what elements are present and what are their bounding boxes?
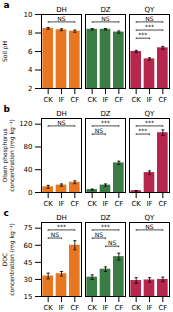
svg-text:6: 6 [28,48,33,56]
svg-text:DH: DH [56,6,67,14]
svg-text:CF: CF [158,96,167,104]
svg-text:NS: NS [145,223,153,230]
svg-text:8: 8 [28,29,32,37]
svg-text:2: 2 [28,85,32,93]
svg-text:***: *** [101,119,110,126]
svg-text:***: *** [145,119,154,126]
svg-text:DH: DH [56,214,67,222]
svg-text:IF: IF [102,304,108,312]
svg-text:CK: CK [131,304,141,312]
svg-text:DZ: DZ [100,110,110,118]
svg-text:***: *** [101,223,110,230]
svg-text:NS: NS [57,15,65,22]
svg-text:QY: QY [145,6,156,14]
svg-text:b: b [4,104,11,114]
svg-text:40: 40 [24,166,33,174]
svg-text:DH: DH [56,110,67,118]
svg-text:IF: IF [58,304,64,312]
svg-text:NS: NS [51,231,59,238]
svg-text:CF: CF [70,96,79,104]
svg-text:QY: QY [145,214,156,222]
svg-text:NS: NS [101,15,109,22]
svg-text:CF: CF [158,200,167,208]
svg-text:***: *** [138,31,147,38]
svg-text:CF: CF [114,96,123,104]
svg-text:NS: NS [108,239,116,246]
svg-text:CF: CF [114,200,123,208]
svg-text:0: 0 [28,189,32,197]
svg-text:IF: IF [146,96,152,104]
svg-text:IF: IF [102,200,108,208]
svg-text:***: *** [138,127,147,134]
svg-text:CK: CK [131,200,141,208]
svg-text:CF: CF [70,304,79,312]
svg-text:CK: CK [87,96,97,104]
svg-text:30: 30 [24,276,33,284]
svg-text:***: *** [145,23,154,30]
svg-text:120: 120 [19,120,32,128]
svg-text:CK: CK [43,304,53,312]
svg-text:NS: NS [57,119,65,126]
svg-text:15: 15 [24,293,33,301]
svg-text:IF: IF [58,200,64,208]
svg-text:IF: IF [58,96,64,104]
svg-text:DZ: DZ [100,214,110,222]
svg-text:CF: CF [114,304,123,312]
svg-text:CK: CK [43,96,53,104]
svg-text:45: 45 [24,259,33,267]
svg-text:DOCconcentration (mg kg⁻¹): DOCconcentration (mg kg⁻¹) [1,223,16,296]
svg-text:IF: IF [146,200,152,208]
svg-text:IF: IF [102,96,108,104]
svg-text:80: 80 [24,143,33,151]
svg-text:DZ: DZ [100,6,110,14]
svg-text:Soil pH: Soil pH [1,41,9,62]
svg-text:CF: CF [70,200,79,208]
svg-text:IF: IF [146,304,152,312]
svg-text:60: 60 [24,242,33,250]
svg-text:CK: CK [43,200,53,208]
svg-text:c: c [4,208,9,218]
svg-text:4: 4 [28,66,33,74]
svg-text:NS: NS [145,15,153,22]
svg-text:NS: NS [95,231,103,238]
svg-text:NS: NS [95,127,103,134]
svg-text:Olsen phosphorusconcentration: Olsen phosphorusconcentration (mg kg⁻¹) [1,119,16,192]
svg-text:CK: CK [87,304,97,312]
svg-text:CK: CK [87,200,97,208]
svg-text:75: 75 [24,224,33,232]
svg-text:***: *** [57,223,66,230]
svg-text:CK: CK [131,96,141,104]
svg-text:10: 10 [24,11,33,19]
svg-text:QY: QY [145,110,156,118]
svg-text:CF: CF [158,304,167,312]
svg-text:a: a [4,0,10,10]
